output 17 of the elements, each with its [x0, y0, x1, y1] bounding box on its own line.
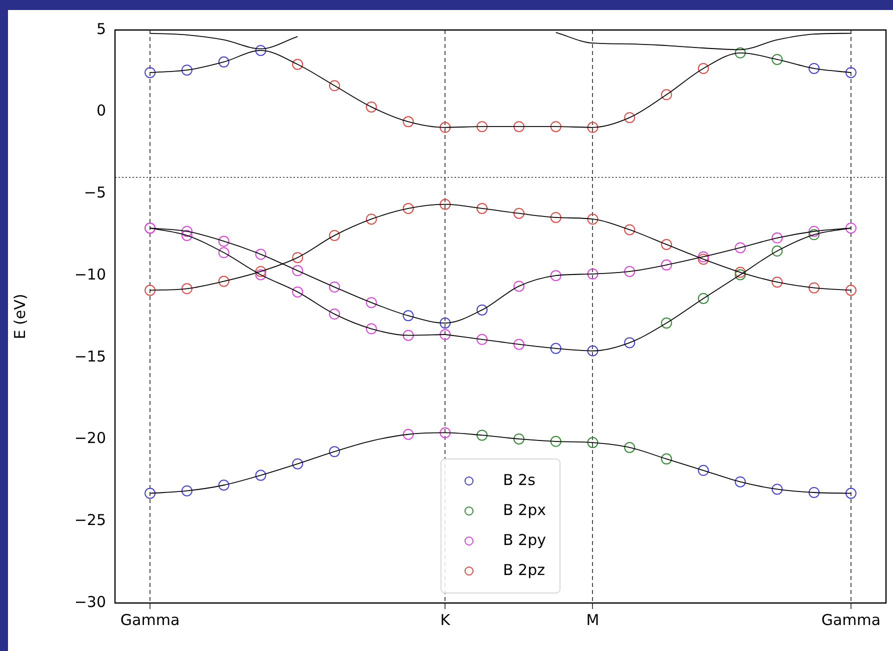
y-tick-label: −25	[74, 511, 106, 530]
legend-label: B 2px	[503, 500, 546, 519]
x-tick-label: Gamma	[821, 610, 881, 629]
y-tick-label: −30	[74, 592, 106, 611]
y-tick-label: −15	[74, 347, 106, 366]
y-tick-label: −20	[74, 429, 106, 448]
y-tick-label: 0	[96, 102, 106, 120]
y-tick-label: 5	[96, 20, 106, 38]
legend-label: B 2pz	[503, 560, 546, 579]
y-axis-title: E (eV)	[10, 294, 29, 340]
x-tick-label: M	[586, 610, 600, 629]
legend-label: B 2py	[503, 530, 546, 549]
x-tick-label: K	[440, 610, 452, 629]
y-tick-label: −10	[74, 265, 106, 284]
legend-label: B 2s	[503, 470, 536, 489]
x-tick-label: Gamma	[120, 610, 180, 629]
y-tick-label: −5	[84, 184, 106, 202]
